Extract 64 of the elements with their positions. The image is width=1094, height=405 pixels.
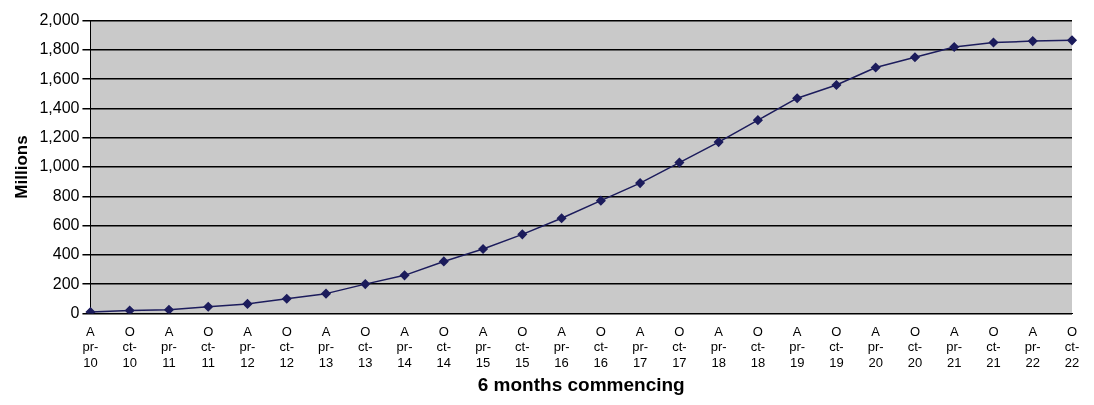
y-axis-title: Millions (11, 135, 31, 199)
x-tick-label: Apr-15 (475, 323, 492, 370)
point (910, 52, 920, 62)
y-tick-label: 200 (52, 274, 80, 292)
x-tick-label: Oct-20 (907, 323, 923, 370)
point (753, 115, 763, 125)
point (713, 137, 724, 147)
point (321, 288, 331, 299)
point (360, 279, 371, 289)
x-tick-label: Apr-10 (82, 323, 99, 370)
y-tick-label: 1,200 (39, 128, 80, 146)
x-tick-label: Oct-19 (829, 323, 844, 370)
x-tick-label: Oct-21 (986, 323, 1001, 370)
x-tick-label: Oct-15 (515, 323, 530, 370)
point (164, 304, 174, 314)
y-tick-label: 0 (70, 303, 80, 321)
x-tick-label: Apr-20 (867, 323, 884, 370)
x-tick-label: Oct-16 (593, 323, 609, 370)
x-tick-label: Apr-17 (632, 323, 649, 370)
x-tick-label: Apr-22 (1024, 323, 1041, 370)
x-tick-label: Oct-11 (201, 323, 216, 370)
y-tick-label: 1,400 (39, 98, 80, 116)
point (282, 294, 292, 304)
point (517, 229, 528, 240)
y-tick-label: 600 (52, 215, 80, 233)
y-tick-label: 800 (52, 186, 80, 204)
y-tick-label: 400 (52, 245, 80, 263)
x-tick-label: Oct-18 (750, 323, 766, 370)
x-tick-label: Apr-21 (946, 323, 963, 370)
x-tick-label: Oct-22 (1064, 323, 1080, 370)
point (1027, 36, 1038, 46)
point (988, 37, 999, 48)
y-tick-label: 1,000 (39, 157, 80, 175)
x-tick-label: Apr-11 (161, 323, 177, 370)
x-tick-label: Oct-10 (122, 323, 137, 370)
x-tick-label: Apr-12 (239, 323, 256, 370)
x-tick-label: Apr-13 (318, 323, 334, 370)
point (635, 178, 645, 188)
x-axis-title: 6 months commencing (477, 373, 685, 395)
point (831, 80, 842, 90)
point (792, 93, 802, 103)
x-tick-label: Apr-14 (396, 323, 413, 370)
x-tick-label: Oct-17 (672, 323, 687, 370)
point (870, 62, 881, 73)
point (674, 157, 685, 168)
point (399, 270, 410, 281)
point (203, 302, 213, 312)
point (439, 256, 449, 267)
point (556, 213, 567, 223)
point (124, 305, 135, 314)
y-tick-label: 2,000 (39, 11, 80, 29)
x-tick-label: Oct-12 (279, 323, 294, 370)
x-tick-label: Apr-16 (553, 323, 570, 370)
x-tick-label: Oct-14 (436, 323, 452, 370)
point (1067, 35, 1077, 46)
point (242, 299, 253, 309)
y-tick-label: 1,800 (39, 40, 80, 58)
x-tick-label: Apr-18 (710, 323, 727, 370)
point (949, 42, 959, 52)
point (596, 195, 606, 206)
x-tick-label: Apr-19 (789, 323, 806, 370)
y-tick-label: 1,600 (39, 69, 80, 87)
point (478, 244, 488, 254)
x-tick-label: Oct-13 (358, 323, 373, 370)
